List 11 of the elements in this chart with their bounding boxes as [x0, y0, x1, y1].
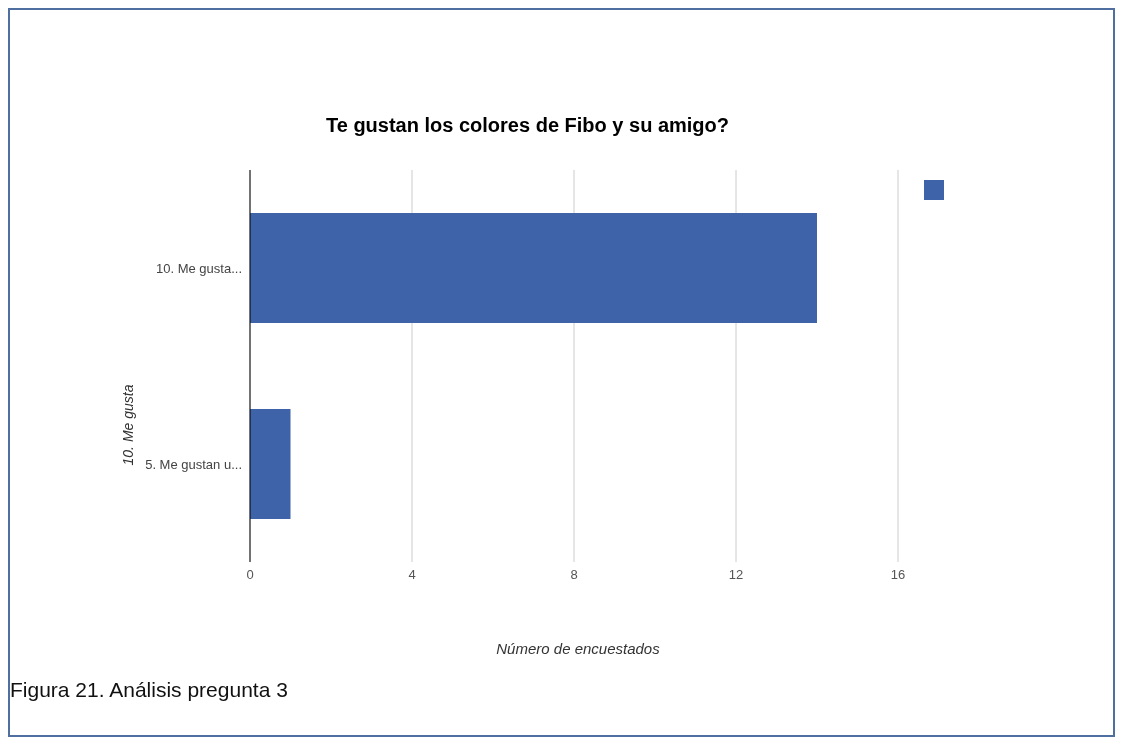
- x-axis-title: Número de encuestados: [495, 640, 661, 657]
- y-tick-label: 10. Me gusta...: [156, 260, 242, 276]
- x-tick-label: 0: [246, 567, 254, 583]
- x-tick-label: 12: [728, 567, 744, 583]
- x-tick-label: 16: [890, 567, 906, 583]
- y-axis-title: 10. Me gusta: [120, 384, 136, 466]
- x-tick-label: 8: [570, 567, 578, 583]
- text: Figura 21. Análisis pregunta 3: [10, 678, 288, 702]
- chart-title: Te gustan los colores de Fibo y su amigo?: [325, 114, 730, 137]
- x-tick-label: 4: [408, 567, 416, 583]
- y-tick-label: 5. Me gustan u...: [145, 456, 242, 472]
